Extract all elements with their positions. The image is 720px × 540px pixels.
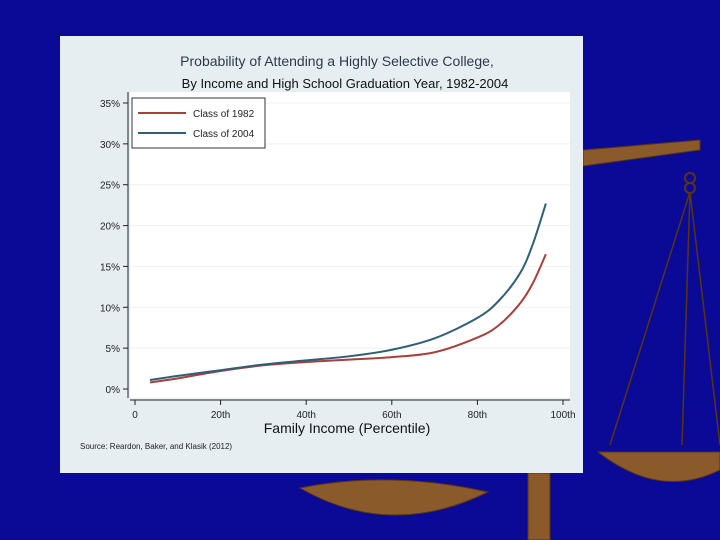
y-tick-label: 35% bbox=[100, 99, 120, 110]
line-chart: Probability of Attending a Highly Select… bbox=[80, 53, 576, 451]
x-tick-label: 0 bbox=[132, 410, 138, 421]
legend-label-2004: Class of 2004 bbox=[193, 129, 255, 140]
x-tick-label: 80th bbox=[468, 410, 487, 421]
chart-subtitle: By Income and High School Graduation Yea… bbox=[182, 76, 509, 91]
y-tick-label: 0% bbox=[106, 385, 121, 396]
chart-title: Probability of Attending a Highly Select… bbox=[180, 53, 494, 69]
chart-panel: Probability of Attending a Highly Select… bbox=[60, 36, 583, 473]
y-tick-label: 25% bbox=[100, 181, 120, 192]
y-tick-label: 15% bbox=[100, 262, 120, 273]
y-tick-label: 10% bbox=[100, 303, 120, 314]
x-tick-label: 60th bbox=[382, 410, 401, 421]
x-tick-label: 40th bbox=[296, 410, 315, 421]
legend-label-1982: Class of 1982 bbox=[193, 109, 255, 120]
y-tick-label: 30% bbox=[100, 140, 120, 151]
y-tick-label: 5% bbox=[106, 344, 121, 355]
x-tick-label: 100th bbox=[550, 410, 575, 421]
x-axis-label: Family Income (Percentile) bbox=[264, 420, 431, 436]
legend: Class of 1982 Class of 2004 bbox=[131, 97, 266, 149]
x-tick-label: 20th bbox=[211, 410, 230, 421]
source-note: Source: Reardon, Baker, and Klasik (2012… bbox=[80, 442, 232, 451]
y-tick-label: 20% bbox=[100, 222, 120, 233]
